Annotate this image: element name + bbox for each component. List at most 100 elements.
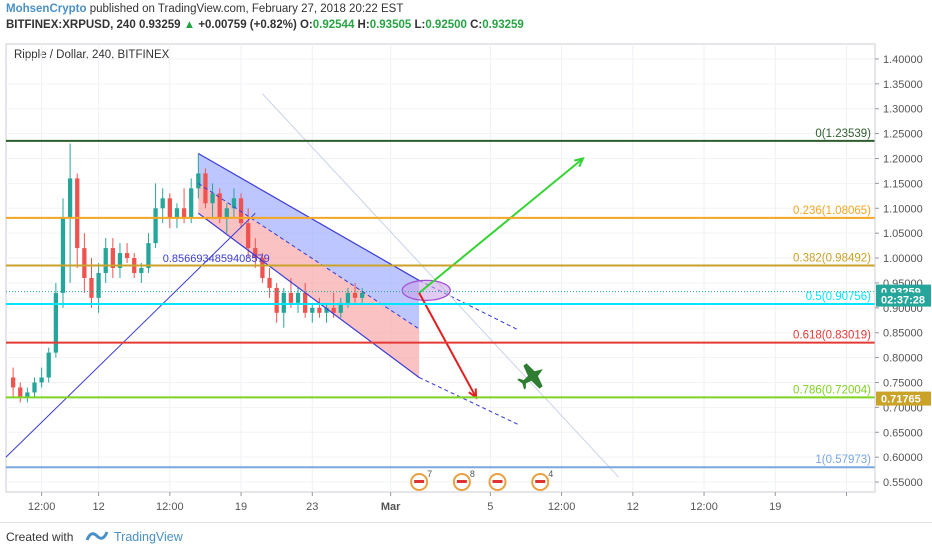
time-tick-label: 12:00 bbox=[156, 501, 184, 513]
candle-body bbox=[260, 258, 265, 278]
event-count: 4 bbox=[548, 469, 553, 479]
candle-body bbox=[224, 208, 229, 219]
rising-trendline bbox=[5, 212, 256, 458]
candle-body bbox=[53, 292, 58, 353]
time-tick-label: 12:00 bbox=[548, 501, 576, 513]
tradingview-brand-link[interactable]: TradingView bbox=[114, 530, 183, 544]
open-label: O: bbox=[299, 19, 313, 31]
drawings: 0.8566934859408579 bbox=[5, 93, 619, 478]
time-tick-label: 12:00 bbox=[28, 501, 56, 513]
price-axis[interactable]: 1.40000 1.35000 1.30000 1.25000 1.20000 1.150… bbox=[874, 44, 931, 492]
created-with-label: Created with bbox=[6, 530, 74, 544]
candle-body bbox=[267, 277, 272, 288]
bullish-arrow-line bbox=[418, 157, 584, 294]
price-tick-label: 0.55000 bbox=[883, 477, 923, 489]
us-flag-stripe bbox=[535, 480, 546, 483]
channel-upper-fill bbox=[198, 153, 420, 329]
tradingview-logo-icon[interactable] bbox=[85, 528, 109, 544]
time-tick-label: 23 bbox=[306, 501, 318, 513]
close-value: 0.93259 bbox=[482, 19, 524, 31]
price-tag-bg bbox=[876, 292, 931, 307]
highlight-ellipse bbox=[401, 279, 451, 301]
price-chart[interactable]: Ripple / Dollar, 240, BITFINEX 0.8566934… bbox=[0, 38, 932, 522]
high-value: 0.93505 bbox=[369, 19, 412, 31]
candle-body bbox=[32, 382, 37, 393]
published-text: published on TradingView.com, February 2… bbox=[89, 3, 404, 15]
last-price: 0.93259 bbox=[138, 19, 181, 31]
candle-body bbox=[153, 208, 158, 244]
fib-label-0.786: 0.786(0.72004) bbox=[793, 384, 871, 396]
bullish-arrow-head bbox=[573, 157, 585, 168]
channel-upper-extension bbox=[418, 279, 520, 331]
time-tick-label: 19 bbox=[235, 501, 247, 513]
fib-label-0: 0(1.23539) bbox=[815, 128, 871, 140]
us-flag-stripe bbox=[492, 480, 503, 483]
channel-annotation: 0.8566934859408579 bbox=[163, 253, 270, 265]
grid bbox=[6, 44, 875, 492]
airplane-icon bbox=[517, 363, 543, 390]
price-tick-label: 0.65000 bbox=[883, 427, 923, 439]
candle-body bbox=[210, 193, 215, 204]
price-tick-label: 1.30000 bbox=[883, 104, 923, 116]
time-tick-label: 12 bbox=[92, 501, 104, 513]
candle-body bbox=[110, 248, 115, 268]
price-tick-label: 1.20000 bbox=[883, 153, 923, 165]
event-count: 7 bbox=[427, 469, 432, 479]
price-tick-label: 1.40000 bbox=[883, 54, 923, 66]
candle-body bbox=[217, 193, 222, 219]
us-flag-stripe bbox=[414, 480, 425, 483]
candle-body bbox=[345, 292, 351, 303]
candle-body bbox=[39, 377, 44, 383]
price-tick-label: 1.25000 bbox=[883, 129, 923, 141]
symbol-label: BITFINEX:XRPUSD, 240 bbox=[6, 19, 136, 31]
candle-body bbox=[295, 292, 301, 303]
publish-info: MohsenCrypto published on TradingView.co… bbox=[6, 3, 403, 15]
candle-body bbox=[124, 253, 130, 259]
chart-area[interactable]: Ripple / Dollar, 240, BITFINEX 0.8566934… bbox=[0, 38, 932, 522]
event-count: 8 bbox=[470, 469, 475, 479]
price-tick-label: 1.00000 bbox=[883, 253, 923, 265]
candle-body bbox=[238, 198, 244, 224]
channel-lower-extension bbox=[418, 377, 520, 426]
candle-body bbox=[117, 253, 123, 268]
plot-frame bbox=[5, 43, 876, 493]
candle-body bbox=[331, 307, 336, 313]
candle-body bbox=[281, 292, 286, 313]
candle-body bbox=[246, 223, 251, 249]
candle-body bbox=[103, 248, 108, 273]
candle-body bbox=[46, 352, 51, 378]
close-label: C: bbox=[470, 19, 483, 31]
time-tick-label: Mar bbox=[381, 501, 401, 513]
symbol-summary: BITFINEX:XRPUSD, 240 0.93259 ▲ +0.00759 … bbox=[6, 19, 524, 31]
candle-body bbox=[317, 307, 322, 313]
candle-body bbox=[338, 302, 343, 313]
candle-body bbox=[303, 292, 308, 313]
price-tick-label: 0.80000 bbox=[883, 353, 923, 365]
high-label: H: bbox=[357, 19, 370, 31]
candle-body bbox=[82, 248, 87, 278]
price-tick-label: 0.60000 bbox=[883, 452, 923, 464]
low-label: L: bbox=[414, 19, 426, 31]
candle-body bbox=[274, 287, 279, 313]
time-tick-label: 19 bbox=[769, 501, 781, 513]
time-axis[interactable]: 12:00 12 12:00 19 23 Mar 5 12:00 12 12:00 19 bbox=[28, 492, 848, 513]
channel-lower-fill bbox=[198, 183, 420, 378]
change-value: +0.00759 (+0.82%) bbox=[198, 19, 297, 31]
candle-body bbox=[25, 392, 30, 398]
candle-body bbox=[160, 198, 165, 209]
author-link[interactable]: MohsenCrypto bbox=[6, 3, 87, 15]
candle-body bbox=[352, 292, 358, 298]
price-tick-label: 1.35000 bbox=[883, 79, 923, 91]
candle-body bbox=[67, 178, 73, 219]
price-tick-label: 1.05000 bbox=[883, 228, 923, 240]
candle-body bbox=[253, 248, 258, 259]
fib-label-0.618: 0.618(0.83019) bbox=[793, 330, 871, 342]
footer: Created with TradingView bbox=[0, 522, 932, 551]
price-tag-bg bbox=[876, 391, 931, 406]
candle-body bbox=[75, 178, 80, 249]
low-value: 0.92500 bbox=[425, 19, 467, 31]
chart-title: Ripple / Dollar, 240, BITFINEX bbox=[14, 49, 170, 61]
fib-label-0.382: 0.382(0.98492) bbox=[793, 253, 871, 265]
price-tag-label: 02:37:28 bbox=[881, 295, 925, 307]
candle-body bbox=[139, 268, 144, 273]
